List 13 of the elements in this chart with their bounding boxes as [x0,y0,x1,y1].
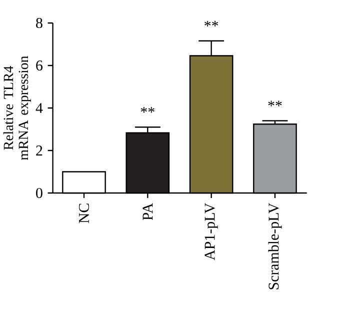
x-tick-label: PA [142,202,153,220]
annotation: ** [268,100,282,106]
annotation: ** [140,107,154,113]
y-tick-label: 4 [36,103,43,113]
y-axis-title: Relative TLR4 mRNA expression [3,56,31,160]
y-tick-label: 6 [36,60,43,71]
y-tick-label: 8 [36,18,42,28]
x-tick-label: Scramble-pLV [268,202,282,290]
y-tick-label: 0 [36,188,42,198]
x-tick-label: NC [78,204,90,224]
y-tick-label: 2 [36,146,42,156]
annotation: ** [204,20,218,26]
x-tick-label: AP1-pLV [204,203,218,260]
